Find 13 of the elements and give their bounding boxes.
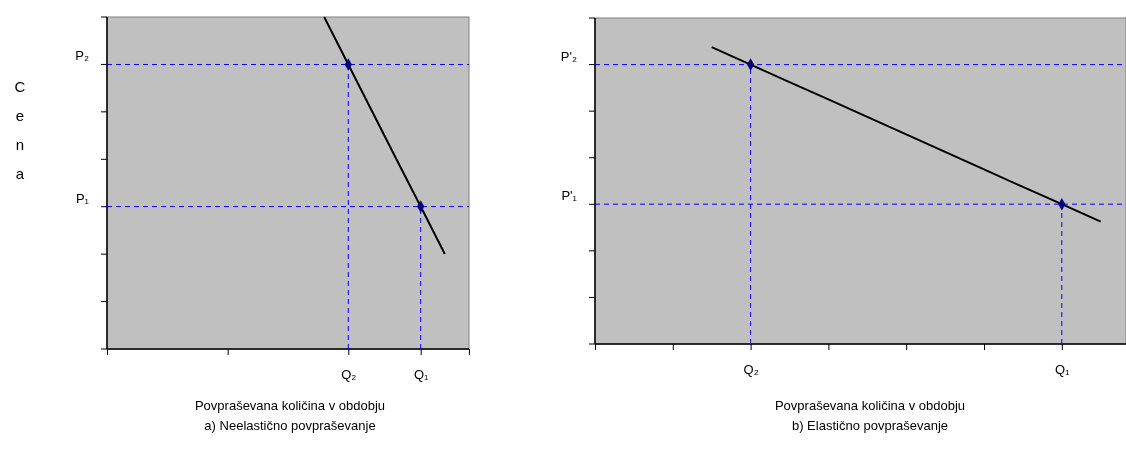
text: a) Neelastično povpraševanje: [204, 418, 376, 433]
x-tick-label: Q₁: [1055, 361, 1071, 377]
ref-line-label: P₂: [75, 48, 89, 64]
x-tick-label: Q₂: [341, 366, 357, 382]
y-axis-title: Cena: [14, 78, 26, 182]
x-axis-title: Povpraševana količina v obdobju: [774, 398, 966, 413]
ref-line-label: P'₁: [561, 188, 578, 204]
ref-line-label: P'₂: [560, 48, 577, 64]
x-tick-label: Q₁: [413, 366, 430, 382]
ref-line-label: P₁: [75, 190, 90, 206]
x-axis-title: Povpraševana količina v obdobju: [194, 398, 386, 413]
text: b) Elastično povpraševanje: [791, 418, 949, 433]
x-tick-label: Q₂: [743, 361, 759, 377]
